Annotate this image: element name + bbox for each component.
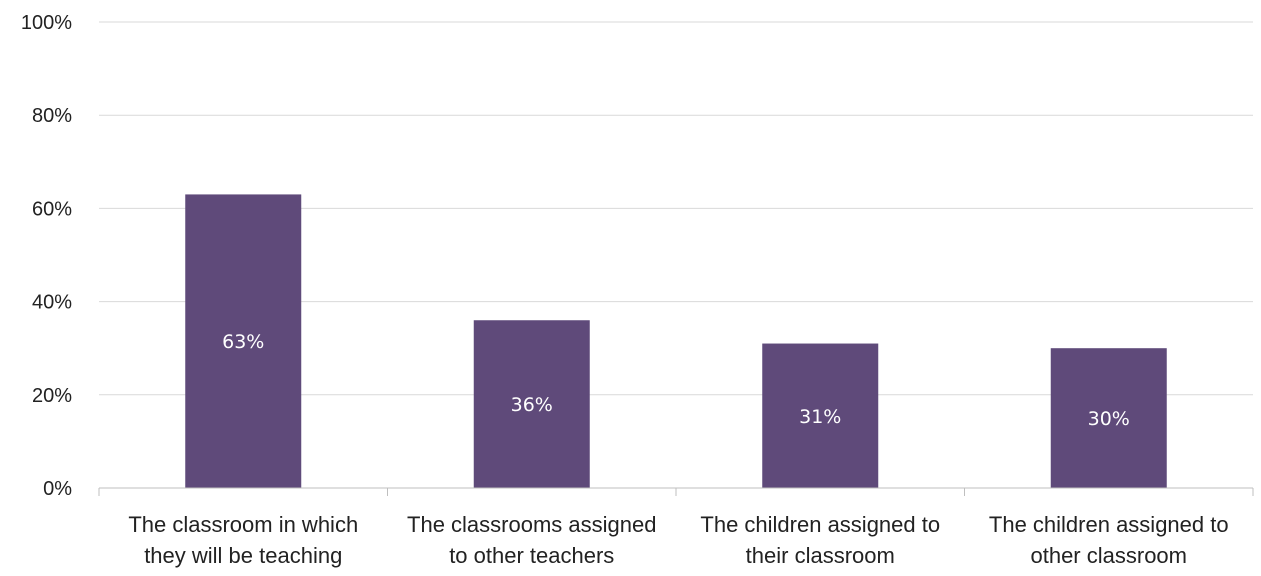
- y-tick-label: 0%: [43, 478, 72, 500]
- y-tick-label: 80%: [32, 105, 72, 127]
- category-label: The children assigned to other classroom: [989, 512, 1229, 568]
- bar: [1050, 348, 1167, 488]
- y-axis-tick-labels: 0% 20% 40% 60% 80% 100%: [21, 12, 72, 500]
- category-label-line: their classroom: [746, 543, 895, 568]
- category-label-line: The children assigned to: [700, 512, 940, 537]
- bar: [185, 194, 302, 489]
- data-label: 30%: [1088, 408, 1130, 430]
- y-tick-label: 60%: [32, 198, 72, 220]
- category-label-line: to other teachers: [449, 543, 614, 568]
- data-label: 31%: [799, 406, 841, 428]
- category-label: The classroom in which they will be teach…: [128, 512, 358, 568]
- category-label-line: they will be teaching: [144, 543, 342, 568]
- y-tick-label: 20%: [32, 385, 72, 407]
- category-label-line: The classrooms assigned: [407, 512, 656, 537]
- data-label: 36%: [511, 394, 553, 416]
- data-labels: 63% 36% 31% 30%: [222, 331, 1130, 430]
- y-tick-label: 40%: [32, 292, 72, 314]
- category-label: The classrooms assigned to other teachers: [407, 512, 656, 568]
- category-label-line: The classroom in which: [128, 512, 358, 537]
- category-label: The children assigned to their classroom: [700, 512, 940, 568]
- x-axis: [98, 487, 1254, 496]
- bars: [185, 194, 1167, 489]
- data-label: 63%: [222, 331, 264, 353]
- bar: [762, 343, 879, 488]
- category-label-line: other classroom: [1030, 543, 1187, 568]
- category-label-line: The children assigned to: [989, 512, 1229, 537]
- bar: [473, 320, 590, 488]
- x-axis-category-labels: The classroom in which they will be teach…: [128, 512, 1228, 568]
- y-tick-label: 100%: [21, 12, 72, 34]
